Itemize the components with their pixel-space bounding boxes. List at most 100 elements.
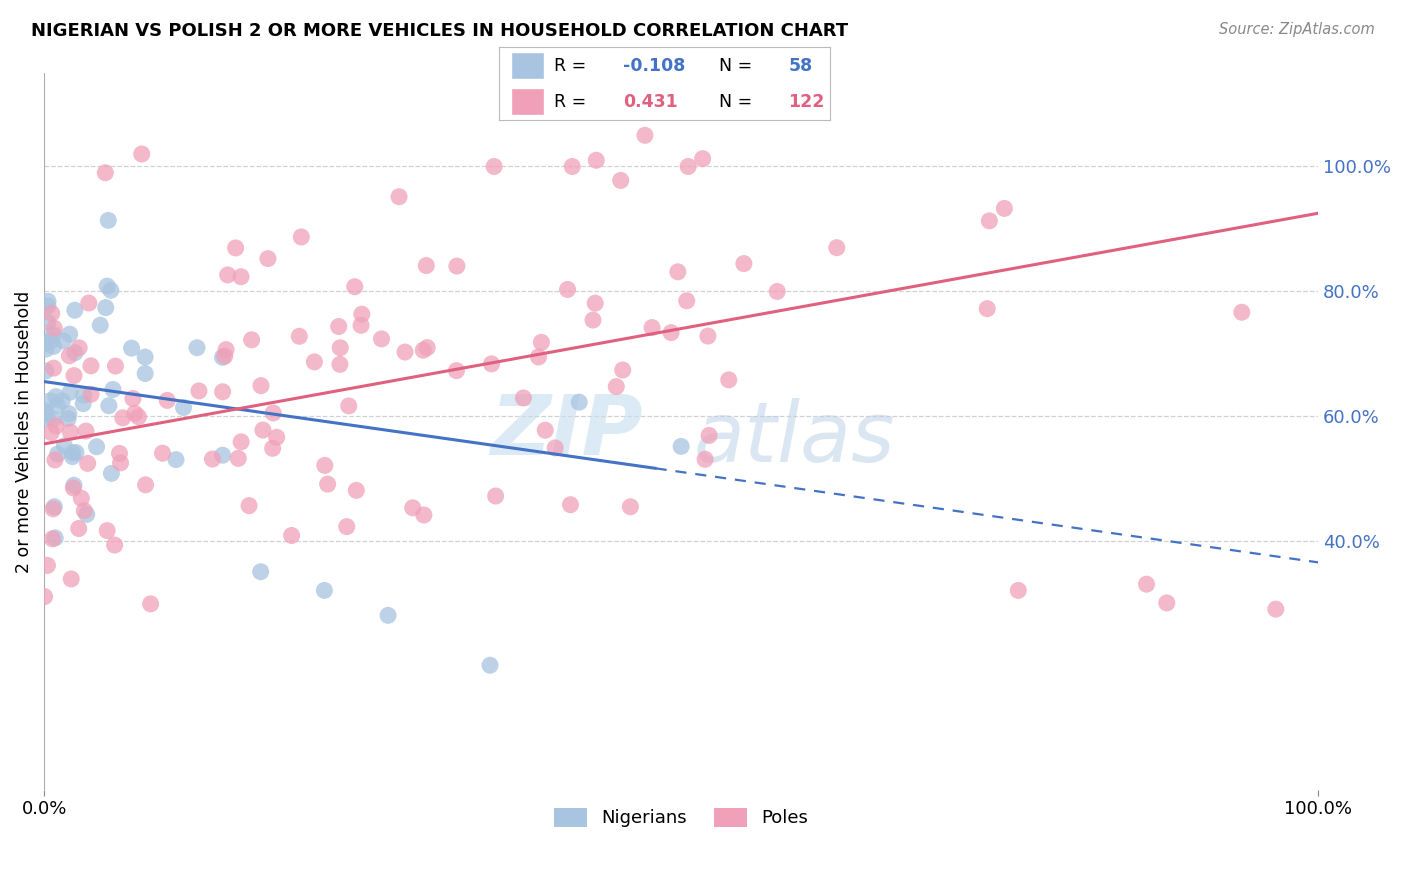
Point [290,230,312,244]
Point [45,419,67,434]
Point [314,458,336,473]
Point [280,528,302,542]
Point [344,483,367,498]
Point [86,440,108,454]
Point [215,343,238,357]
Text: ZIP: ZIP [491,391,643,472]
Point [42,327,65,342]
Point [37,558,59,573]
Point [110,456,132,470]
Point [530,335,553,350]
Point [1230,305,1253,319]
Point [388,190,411,204]
Point [104,538,127,552]
Point [238,499,260,513]
Point [44,321,66,335]
Point [377,608,399,623]
Point [186,341,208,355]
Point [402,500,425,515]
Point [52,334,75,348]
Point [262,406,284,420]
Point [1135,577,1157,591]
Point [44,500,66,514]
Point [288,329,311,343]
Point [187,384,209,398]
Point [211,384,233,399]
Text: atlas: atlas [695,398,896,479]
Text: 122: 122 [789,93,824,112]
Point [394,345,416,359]
Text: R =: R = [554,93,592,112]
Point [37,315,59,329]
Point [211,448,233,462]
Point [675,293,697,308]
Point [58,349,80,363]
Point [63,478,86,492]
Point [89,318,111,333]
Point [121,341,143,355]
Point [697,428,720,442]
Point [122,392,145,406]
Point [560,498,582,512]
Point [39,425,62,440]
Point [676,160,699,174]
Point [37,294,59,309]
Point [134,350,156,364]
Point [585,153,607,168]
Point [481,357,503,371]
Point [979,214,1001,228]
Point [412,508,434,522]
Point [62,446,84,460]
Point [124,406,146,420]
Point [96,279,118,293]
Point [262,442,284,456]
Point [134,367,156,381]
Point [70,491,93,506]
Text: Source: ZipAtlas.com: Source: ZipAtlas.com [1219,22,1375,37]
Point [612,363,634,377]
Point [226,451,249,466]
Point [62,481,84,495]
Text: 58: 58 [789,56,813,75]
Point [337,399,360,413]
Point [165,452,187,467]
Point [249,565,271,579]
Point [766,285,789,299]
Point [304,355,326,369]
Legend: Nigerians, Poles: Nigerians, Poles [547,801,815,835]
Point [214,349,236,363]
Point [94,166,117,180]
Point [104,359,127,373]
Point [45,390,67,404]
Point [34,590,56,604]
Point [34,404,56,418]
Point [34,406,56,420]
Point [59,327,82,342]
Point [35,364,58,378]
Point [314,583,336,598]
Point [733,256,755,270]
Point [96,524,118,538]
Point [329,357,352,371]
Point [128,409,150,424]
Point [46,399,69,413]
Point [39,393,62,408]
Point [1156,596,1178,610]
Point [583,296,606,310]
Point [41,306,63,320]
Point [416,341,439,355]
Point [316,477,339,491]
Point [41,532,63,546]
Bar [510,87,544,115]
Point [415,259,437,273]
Point [53,439,76,453]
Point [42,361,65,376]
Point [485,489,508,503]
Text: N =: N = [718,56,758,75]
Point [63,368,86,383]
Point [693,452,716,467]
Point [156,393,179,408]
Point [101,383,124,397]
Point [976,301,998,316]
Text: 0.431: 0.431 [623,93,678,112]
